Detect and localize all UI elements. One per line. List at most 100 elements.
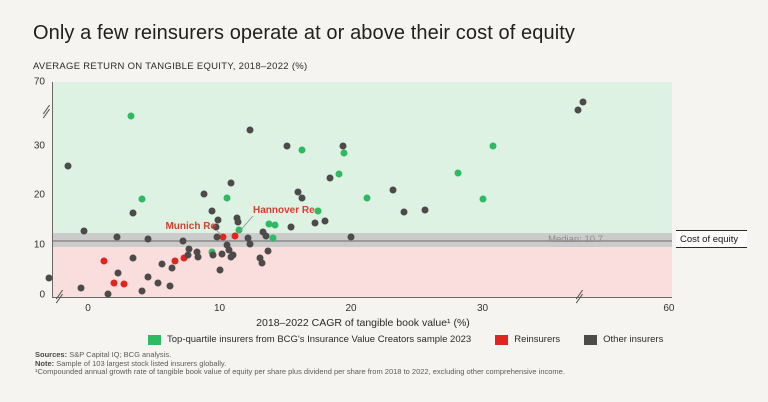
data-point-other-insurers: [311, 219, 319, 227]
data-point-other-insurers: [138, 287, 146, 295]
y-axis-line: [52, 82, 53, 298]
data-point-reinsurers: [171, 257, 179, 265]
legend-item-top-quartile: Top-quartile insurers from BCG's Insuran…: [148, 334, 471, 345]
page-title: Only a few reinsurers operate at or abov…: [33, 22, 576, 44]
data-point-other-insurers: [209, 251, 217, 259]
data-point-top-quartile: [335, 170, 343, 178]
data-point-other-insurers: [246, 240, 254, 248]
data-point-other-insurers: [168, 264, 176, 272]
data-point-other-insurers: [64, 162, 72, 170]
data-point-other-insurers: [154, 279, 162, 287]
x-axis-line: [52, 297, 672, 298]
legend-item-reinsurers: Reinsurers: [495, 334, 560, 345]
data-point-other-insurers: [233, 214, 241, 222]
legend-swatch-top-quartile-icon: [148, 334, 161, 345]
data-point-other-insurers: [246, 126, 254, 134]
median-label: Median: 10.7: [548, 234, 603, 245]
data-point-top-quartile: [454, 169, 461, 177]
data-point-other-insurers: [262, 232, 270, 240]
data-point-reinsurers: [110, 279, 118, 287]
data-point-other-insurers: [389, 186, 397, 194]
data-point-other-insurers: [129, 254, 137, 262]
data-point-other-insurers: [264, 247, 272, 255]
data-point-other-insurers: [129, 209, 137, 217]
data-point-other-insurers: [339, 142, 347, 150]
data-point-other-insurers: [326, 174, 334, 182]
x-tick-label: 0: [85, 303, 91, 314]
legend-label: Top-quartile insurers from BCG's Insuran…: [167, 334, 472, 345]
data-point-other-insurers: [298, 194, 306, 202]
data-point-top-quartile: [138, 195, 146, 203]
x-tick-label: 30: [476, 303, 489, 314]
data-point-top-quartile: [314, 207, 322, 215]
data-point-other-insurers: [194, 253, 202, 261]
cost-of-equity-label: Cost of equity: [676, 230, 747, 248]
data-point-other-insurers: [208, 207, 216, 215]
data-point-other-insurers: [225, 246, 233, 254]
data-point-reinsurers: [120, 280, 127, 288]
median-line: [53, 240, 672, 242]
data-point-other-insurers: [347, 233, 355, 241]
data-point-top-quartile: [298, 146, 306, 154]
data-point-other-insurers: [287, 223, 294, 231]
data-point-other-insurers: [218, 250, 226, 258]
data-point-other-insurers: [400, 208, 408, 216]
footer-notes: Sources: S&P Capital IQ; BCG analysis. N…: [35, 350, 565, 377]
data-point-other-insurers: [574, 106, 582, 114]
data-point-other-insurers: [214, 216, 222, 224]
data-point-other-insurers: [184, 251, 192, 259]
legend-swatch-reinsurers-icon: [495, 334, 509, 345]
y-tick-label: 10: [33, 239, 45, 251]
data-point-reinsurers: [231, 232, 239, 240]
data-point-other-insurers: [45, 274, 53, 282]
data-point-top-quartile: [489, 142, 497, 150]
data-point-other-insurers: [216, 266, 223, 274]
annotation-hannover-re: Hannover Re: [253, 205, 315, 216]
data-point-other-insurers: [421, 206, 429, 214]
data-point-reinsurers: [100, 257, 108, 265]
chart-subtitle: AVERAGE RETURN ON TANGIBLE EQUITY, 2018–…: [33, 61, 308, 72]
y-tick-label: 0: [39, 289, 45, 301]
data-point-other-insurers: [258, 259, 266, 267]
data-point-other-insurers: [185, 245, 193, 253]
y-tick-label: 30: [33, 140, 45, 152]
data-point-other-insurers: [104, 290, 112, 298]
data-point-other-insurers: [200, 190, 208, 198]
data-point-other-insurers: [294, 188, 302, 196]
y-tick-label: 20: [33, 189, 45, 201]
footer-footnote: ¹Compounded annual growth rate of tangib…: [35, 367, 565, 376]
data-point-reinsurers: [180, 254, 188, 262]
x-tick-label: 10: [213, 303, 226, 314]
data-point-reinsurers: [219, 233, 227, 241]
legend-item-other-insurers: Other insurers: [584, 334, 663, 345]
data-point-other-insurers: [283, 142, 291, 150]
data-point-other-insurers: [158, 260, 166, 268]
data-point-other-insurers: [213, 233, 221, 241]
data-point-other-insurers: [579, 98, 587, 106]
data-point-other-insurers: [321, 217, 329, 225]
data-point-other-insurers: [113, 233, 121, 241]
data-point-other-insurers: [256, 254, 264, 262]
data-point-top-quartile: [223, 194, 231, 202]
data-point-other-insurers: [234, 218, 242, 226]
data-point-other-insurers: [80, 227, 88, 235]
x-tick-label: 20: [345, 303, 357, 314]
data-point-other-insurers: [179, 237, 187, 245]
legend-swatch-other-insurers-icon: [584, 334, 598, 345]
data-point-top-quartile: [265, 220, 273, 228]
footer-note: Note: Sample of 103 largest stock listed…: [35, 358, 227, 368]
data-point-other-insurers: [166, 282, 174, 290]
annotation-munich-re: Munich Re: [165, 221, 216, 232]
data-point-top-quartile: [363, 194, 371, 202]
x-axis-title: 2018–2022 CAGR of tangible book value¹ (…: [256, 317, 470, 329]
data-point-other-insurers: [227, 253, 235, 261]
data-point-top-quartile: [271, 221, 279, 229]
data-point-other-insurers: [227, 179, 235, 187]
data-point-top-quartile: [127, 112, 135, 120]
data-point-other-insurers: [244, 234, 252, 242]
data-point-other-insurers: [259, 228, 267, 236]
data-point-other-insurers: [223, 241, 231, 249]
data-point-top-quartile: [479, 195, 486, 203]
